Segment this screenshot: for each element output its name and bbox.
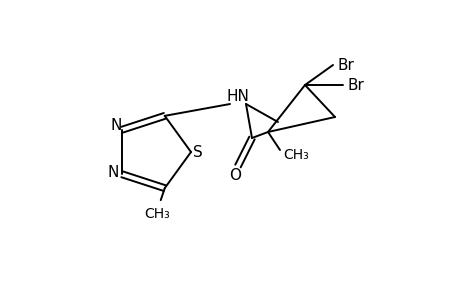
Text: S: S <box>193 145 202 160</box>
Text: CH₃: CH₃ <box>282 148 308 162</box>
Text: N: N <box>110 118 122 133</box>
Text: CH₃: CH₃ <box>144 207 169 221</box>
Text: Br: Br <box>337 58 354 73</box>
Text: Br: Br <box>347 77 364 92</box>
Text: O: O <box>229 169 241 184</box>
Text: N: N <box>107 165 119 180</box>
Text: HN: HN <box>226 88 249 104</box>
